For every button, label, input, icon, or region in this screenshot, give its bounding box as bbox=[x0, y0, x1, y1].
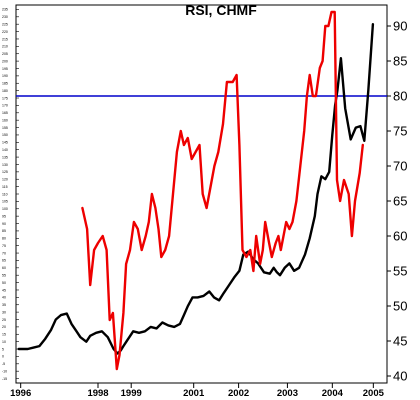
left-tick-label: 175 bbox=[2, 96, 8, 100]
left-tick-label: 20 bbox=[2, 325, 6, 329]
left-tick-label: 150 bbox=[2, 133, 8, 137]
x-tick-label: 2002 bbox=[228, 388, 249, 399]
left-tick-label: 100 bbox=[2, 207, 8, 211]
x-tick-label: 1996 bbox=[10, 388, 31, 399]
right-tick-label: 55 bbox=[393, 264, 407, 279]
right-axis: 40 45 50 55 60 65 70 75 80 85 90 bbox=[387, 19, 407, 384]
x-tick-label: 2005 bbox=[363, 388, 385, 399]
left-tick-label: 125 bbox=[2, 170, 8, 174]
left-tick-label: 70 bbox=[2, 251, 6, 255]
series-layer bbox=[17, 10, 375, 371]
left-tick-label: 195 bbox=[2, 67, 8, 71]
x-tick-label: 2001 bbox=[183, 388, 205, 399]
left-tick-label: -5 bbox=[2, 362, 5, 366]
left-tick-label: 90 bbox=[2, 222, 6, 226]
left-tick-label: 130 bbox=[2, 163, 8, 167]
left-tick-label: 155 bbox=[2, 126, 8, 130]
left-tick-label: 180 bbox=[2, 89, 8, 93]
left-tick-label: 15 bbox=[2, 333, 6, 337]
left-tick-label: 220 bbox=[2, 30, 8, 34]
left-tick-label: -10 bbox=[2, 369, 7, 373]
left-tick-label: 120 bbox=[2, 178, 8, 182]
left-tick-label: 145 bbox=[2, 141, 8, 145]
left-tick-label: 200 bbox=[2, 59, 8, 63]
right-tick-label: 50 bbox=[393, 299, 407, 314]
left-axis: -15 -10 -5 0 5 10 15 20 25 30 35 40 45 50 55 60 65 70 75 80… bbox=[2, 8, 19, 381]
left-tick-label: 25 bbox=[2, 318, 6, 322]
left-tick-label: 45 bbox=[2, 288, 6, 292]
left-tick-label: 165 bbox=[2, 111, 8, 115]
left-tick-label: 60 bbox=[2, 266, 6, 270]
chart-title: RSI, CHMF bbox=[185, 2, 257, 18]
left-tick-label: 80 bbox=[2, 237, 6, 241]
left-tick-label: 140 bbox=[2, 148, 8, 152]
left-tick-label: 30 bbox=[2, 310, 6, 314]
left-tick-label: 115 bbox=[2, 185, 8, 189]
right-tick-label: 65 bbox=[393, 194, 407, 209]
left-tick-label: 170 bbox=[2, 104, 8, 108]
left-tick-label: 135 bbox=[2, 155, 8, 159]
left-tick-label: 85 bbox=[2, 229, 6, 233]
left-tick-label: 105 bbox=[2, 200, 8, 204]
left-tick-label: 225 bbox=[2, 22, 8, 26]
left-tick-label: 235 bbox=[2, 8, 8, 12]
left-tick-label: 5 bbox=[2, 347, 4, 351]
right-tick-label: 85 bbox=[393, 54, 407, 69]
left-tick-label: 210 bbox=[2, 45, 8, 49]
left-tick-label: 190 bbox=[2, 74, 8, 78]
left-tick-label: -15 bbox=[2, 377, 7, 381]
left-tick-label: 50 bbox=[2, 281, 6, 285]
rsi-series-line bbox=[81, 10, 364, 371]
right-tick-label: 75 bbox=[393, 124, 407, 139]
x-tick-label: 2003 bbox=[277, 388, 298, 399]
right-tick-label: 80 bbox=[393, 89, 407, 104]
left-tick-label: 40 bbox=[2, 296, 6, 300]
left-tick-label: 215 bbox=[2, 37, 8, 41]
left-tick-label: 75 bbox=[2, 244, 6, 248]
right-tick-label: 45 bbox=[393, 334, 407, 349]
left-tick-label: 65 bbox=[2, 259, 6, 263]
left-tick-label: 35 bbox=[2, 303, 6, 307]
left-tick-label: 110 bbox=[2, 192, 8, 196]
x-tick-label: 1999 bbox=[121, 388, 142, 399]
left-tick-label: 55 bbox=[2, 274, 6, 278]
left-tick-label: 185 bbox=[2, 82, 8, 86]
left-tick-label: 205 bbox=[2, 52, 8, 56]
price-series-line bbox=[17, 23, 375, 355]
left-tick-label: 160 bbox=[2, 118, 8, 122]
left-tick-label: 230 bbox=[2, 15, 8, 19]
right-tick-label: 90 bbox=[393, 19, 407, 34]
left-tick-label: 95 bbox=[2, 214, 6, 218]
x-axis: 1996 1998 1999 2001 2002 2003 2004 2005 bbox=[10, 383, 385, 399]
right-tick-label: 60 bbox=[393, 229, 407, 244]
x-tick-label: 1998 bbox=[87, 388, 108, 399]
right-tick-label: 70 bbox=[393, 159, 407, 174]
right-tick-label: 40 bbox=[393, 369, 407, 384]
left-tick-label: 10 bbox=[2, 340, 6, 344]
x-tick-label: 2004 bbox=[322, 388, 344, 399]
left-tick-label: 0 bbox=[2, 355, 4, 359]
